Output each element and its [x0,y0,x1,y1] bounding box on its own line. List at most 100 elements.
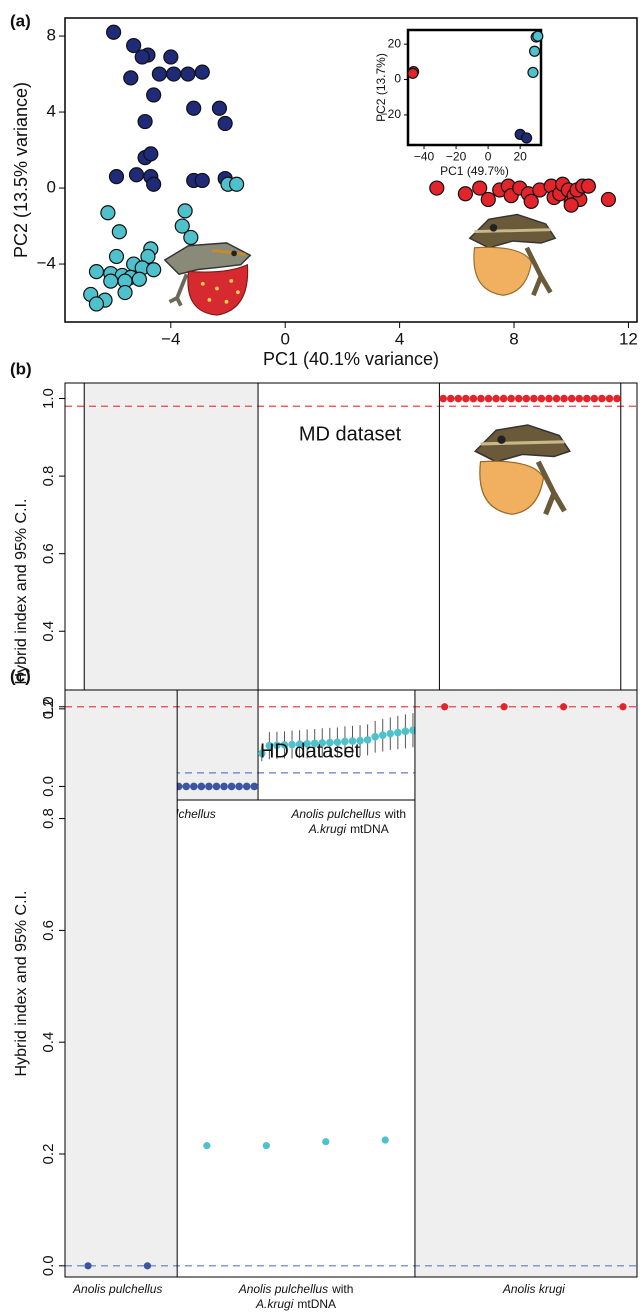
point [522,394,531,403]
point [177,203,193,219]
panel-label: (c) [10,666,31,685]
point [371,732,379,741]
point [235,782,243,791]
x-tick-label: −4 [161,329,180,348]
point [180,66,196,82]
lizard-illustration [470,215,556,296]
point [146,87,162,103]
point [220,782,228,791]
y-axis-label: PC2 (13.5% variance) [11,82,31,258]
point [108,169,125,185]
point [183,229,199,246]
point [108,248,125,265]
plot-frame [64,382,638,801]
point [386,729,395,738]
x-tick-label: 12 [619,329,638,348]
group-label-part: Anolis pulchellus [238,1282,328,1296]
group-label: Anolis pulchellus with [238,1282,354,1296]
plot-frame [406,28,543,147]
point [265,741,274,750]
group-label-part: with [384,807,406,821]
point [527,66,539,79]
y-tick-label: 0.6 [40,543,57,564]
point [492,394,500,403]
group-label-part: Anolis krugi [502,1282,565,1296]
plot-frame [64,17,638,323]
point [499,394,508,403]
plot-frame [64,689,638,1278]
y-tick-label: 0.2 [40,698,57,719]
y-tick-label: 4 [47,102,56,121]
point [401,727,410,736]
y-tick-label: 0.4 [40,621,57,642]
point [194,64,210,80]
point [480,191,496,208]
lizard-illustration [475,425,570,514]
point [322,1138,330,1146]
group-label-part: A.krugi [255,1297,294,1311]
point [151,66,167,82]
point [182,782,191,791]
point [190,782,198,791]
lizard-illustration [162,240,253,317]
point [520,132,533,144]
y-tick-label: 0 [47,178,56,197]
group-shading [414,690,637,1277]
y-tick-label: −4 [37,254,56,273]
point [484,394,493,403]
group-label: Anolis pulchellus [72,1282,162,1296]
dataset-annotation: MD dataset [299,423,402,445]
point [378,731,387,740]
y-tick-label: 0.8 [40,466,57,487]
point [273,741,281,750]
point [439,394,447,403]
point [123,70,139,86]
group-label-part: Anolis pulchellus [72,1282,162,1296]
point [146,176,162,192]
point [280,741,289,749]
group-label: A.krugi mtDNA [255,1297,336,1311]
point [146,262,162,278]
point [528,45,541,57]
point [348,737,357,745]
point [530,394,538,403]
point [117,284,133,301]
y-tick-label: 0.6 [40,920,57,941]
point [126,37,142,54]
point [250,782,259,791]
point [407,67,419,79]
point [143,146,159,162]
point [523,193,539,209]
point [128,167,145,183]
point [197,782,206,791]
y-tick-label: 8 [47,26,56,45]
point [303,739,311,748]
point [134,49,150,65]
group-label-part: with [331,1282,353,1296]
point [341,737,349,746]
point [462,394,470,403]
point [88,264,105,280]
group-label-part: Anolis pulchellus [290,807,380,821]
point [229,176,245,192]
point [582,394,591,403]
point [217,115,233,132]
group-label: Anolis pulchellus with [290,807,406,821]
point [552,394,561,403]
point [103,273,119,289]
point [472,180,488,196]
point [532,30,544,42]
point [560,394,568,403]
point [477,394,485,403]
point [100,205,116,221]
dataset-annotation: HD dataset [260,740,360,762]
y-tick-label: 0.0 [40,1255,57,1276]
x-tick-label: 0 [280,329,289,348]
panel-label: (a) [10,11,31,30]
x-tick-label: 8 [509,329,518,348]
point [580,178,596,194]
point [310,739,319,748]
y-tick-label: 1.0 [40,696,57,717]
y-tick-label: −20 [381,107,402,121]
